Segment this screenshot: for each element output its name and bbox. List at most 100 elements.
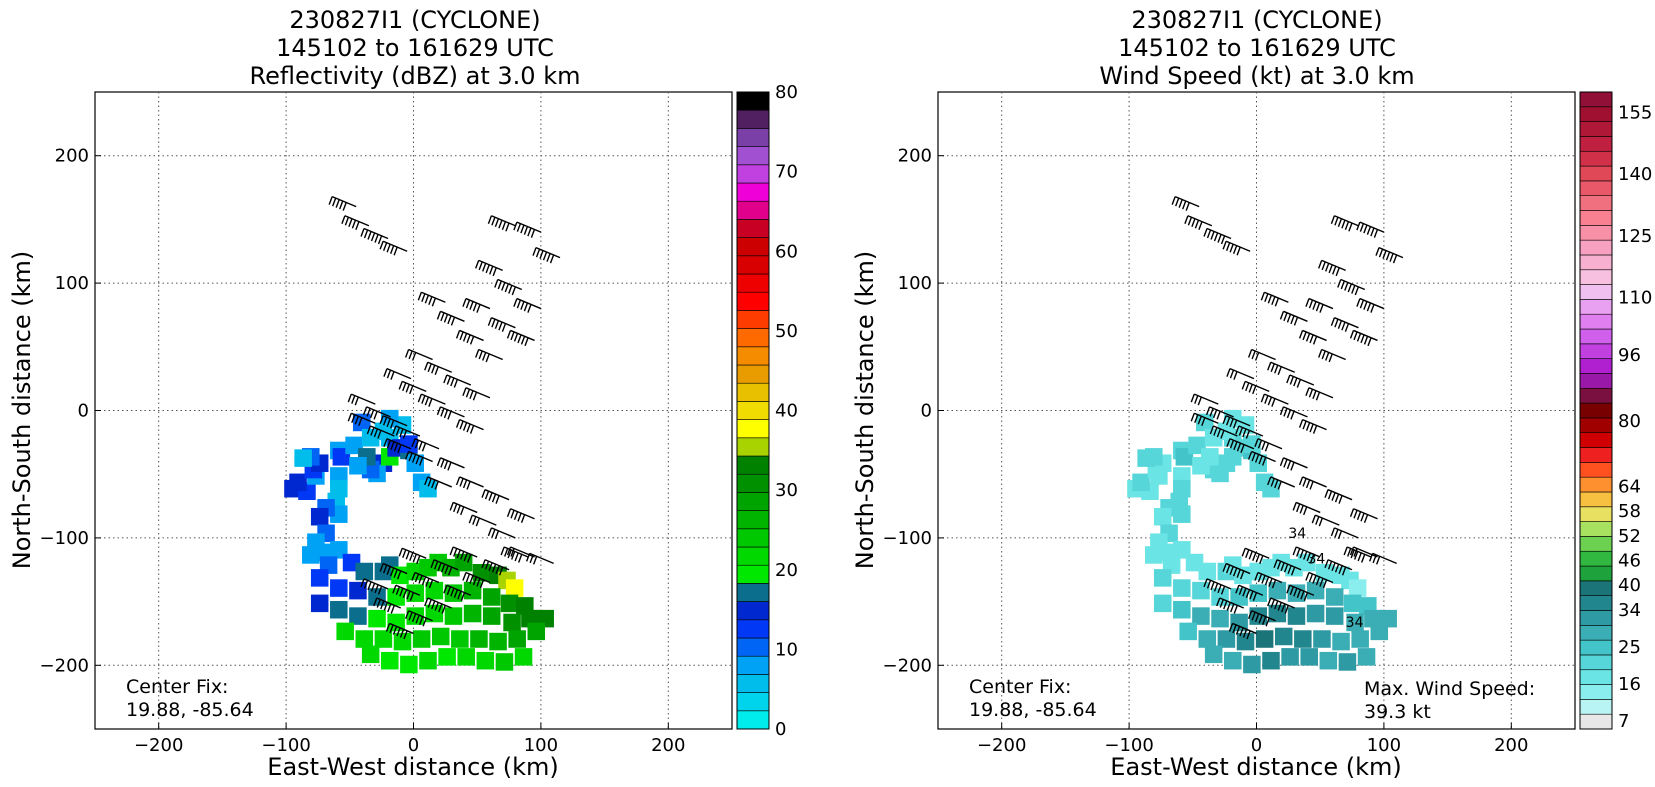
reflectivity-panel: 230827I1 (CYCLONE) 145102 to 161629 UTC …: [8, 6, 798, 781]
y-axis-label: North-South distance (km): [8, 251, 36, 570]
wind-barb-flag: [1367, 337, 1372, 347]
colorbar-tick-label: 0: [775, 719, 786, 740]
wind-barb-flag: [1354, 551, 1359, 560]
wind-barb-flag: [1370, 304, 1375, 313]
wind-barb-flag: [510, 510, 515, 519]
wind-barb-flag: [1308, 299, 1314, 309]
wind-barb-flag: [1271, 296, 1276, 305]
wind-barb-flag: [374, 584, 379, 594]
wind-barb-flag: [1327, 490, 1333, 500]
wind-barb-flag: [1229, 244, 1234, 253]
wind-barb-staff: [1209, 406, 1234, 418]
wind-barb-flag: [418, 575, 423, 584]
wind-barb-flag: [1235, 425, 1240, 435]
data-cell: [454, 553, 473, 572]
data-cell: [368, 588, 386, 606]
wind-barb-flag: [476, 578, 481, 587]
wind-barbs: [1171, 196, 1404, 640]
wind-barb-staff: [363, 578, 389, 590]
colorbar-segment: [736, 710, 770, 730]
wind-barb-flag: [1229, 418, 1234, 428]
wind-barb-flag: [1265, 617, 1270, 627]
wind-barb-flag: [438, 603, 443, 613]
wind-barb-staff: [440, 457, 465, 469]
wind-barb-staff: [465, 387, 491, 399]
wind-barb-flag: [508, 285, 513, 294]
wind-barb-flag: [1267, 597, 1272, 607]
wind-barb-flag: [1252, 385, 1257, 395]
data-cell: [1132, 473, 1150, 492]
wind-barb-flag: [472, 516, 477, 525]
wind-barb-flag: [1290, 462, 1295, 471]
data-cell: [1179, 622, 1197, 641]
wind-barb-flag: [351, 220, 357, 229]
wind-barb-flag: [412, 554, 417, 563]
wind-barb-flag: [501, 323, 507, 332]
wind-barb-flag: [549, 254, 555, 264]
colorbar-segment: [1579, 269, 1613, 285]
wind-barb-flag: [1209, 408, 1214, 417]
wind-barb-flag: [456, 505, 461, 514]
wind-barb-flag: [1245, 589, 1251, 598]
wind-barb-flag: [351, 395, 356, 404]
wind-barb-flag: [1312, 390, 1317, 400]
wind-barb-flag: [1225, 242, 1231, 251]
wind-barb-flag: [1286, 374, 1291, 384]
wind-barb-flag: [382, 564, 388, 574]
wind-barb-flag: [1335, 267, 1340, 277]
wind-barb-flag: [459, 331, 464, 341]
wind-barb-flag: [1299, 505, 1304, 514]
wind-barb-flag: [1290, 411, 1295, 420]
data-cell: [1243, 435, 1261, 453]
data-cell: [495, 653, 514, 671]
colorbar-segment: [1579, 595, 1613, 611]
wind-barb-staff: [1244, 547, 1270, 559]
colorbar-tick-label: 80: [1618, 411, 1641, 432]
wind-barb-flag: [392, 425, 397, 435]
wind-barb-flag: [1350, 549, 1355, 559]
data-cell: [1192, 607, 1210, 625]
wind-barb-flag: [1363, 224, 1368, 234]
wind-barb-flag: [1279, 457, 1285, 467]
wind-barb-flag: [1293, 587, 1298, 597]
wind-barb-staff: [351, 393, 376, 405]
data-cell: [400, 655, 418, 674]
wind-barb-staff: [427, 476, 452, 488]
wind-barb-flag: [1361, 554, 1366, 563]
wind-barb-staff: [1353, 508, 1378, 520]
wind-barb-staff: [1334, 215, 1359, 227]
wind-barb-flag: [1292, 546, 1297, 556]
wind-barb-flag: [417, 291, 423, 301]
y-tick-label: −100: [40, 528, 89, 549]
wind-barb-flag: [427, 599, 432, 608]
y-tick-label: 200: [55, 146, 89, 167]
data-cell: [1211, 588, 1229, 606]
colorbar-segment: [1579, 328, 1613, 345]
wind-barb-staff: [1283, 457, 1308, 469]
wind-barb-staff: [516, 221, 542, 233]
wind-barb-flag: [489, 266, 494, 275]
wind-barb-staff: [478, 348, 503, 361]
wind-barb-flag: [360, 228, 365, 237]
colorbar: 0 10 20 30 40 50 60 70 80: [736, 82, 798, 740]
wind-barb-flag: [523, 302, 529, 312]
wind-barb-flag: [433, 561, 439, 570]
wind-barb-flag: [406, 590, 411, 600]
wind-barb-flag: [462, 333, 468, 342]
colorbar-segment: [1579, 565, 1613, 582]
data-cells: [1127, 409, 1397, 674]
wind-barb-flag: [1254, 454, 1260, 463]
wind-barb-flag: [379, 241, 384, 250]
colorbar-segment: [1579, 313, 1613, 330]
title-line-2: 145102 to 161629 UTC: [276, 34, 554, 62]
wind-barb-flag: [523, 226, 529, 235]
wind-barb-flag: [417, 393, 423, 403]
y-tick-label: 100: [898, 273, 932, 294]
wind-barb-flag: [485, 353, 490, 363]
wind-barb-flag: [428, 579, 434, 589]
wind-barb-flag: [546, 253, 551, 262]
wind-barb-flag: [1389, 253, 1394, 262]
wind-barb-flag: [1247, 349, 1253, 358]
wind-barb-flag: [1366, 302, 1372, 312]
wind-barb-flag: [1251, 452, 1256, 462]
